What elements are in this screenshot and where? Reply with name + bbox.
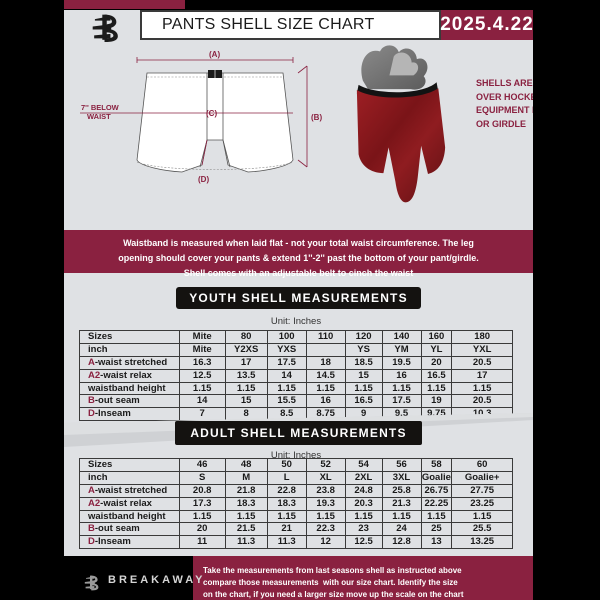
svg-text:(D): (D) xyxy=(198,175,209,184)
svg-text:(B): (B) xyxy=(311,113,322,122)
svg-text:WAIST: WAIST xyxy=(87,112,111,121)
svg-text:(A): (A) xyxy=(209,50,220,59)
svg-text:(C): (C) xyxy=(206,109,217,118)
svg-text:7'' BELOW: 7'' BELOW xyxy=(81,103,120,112)
